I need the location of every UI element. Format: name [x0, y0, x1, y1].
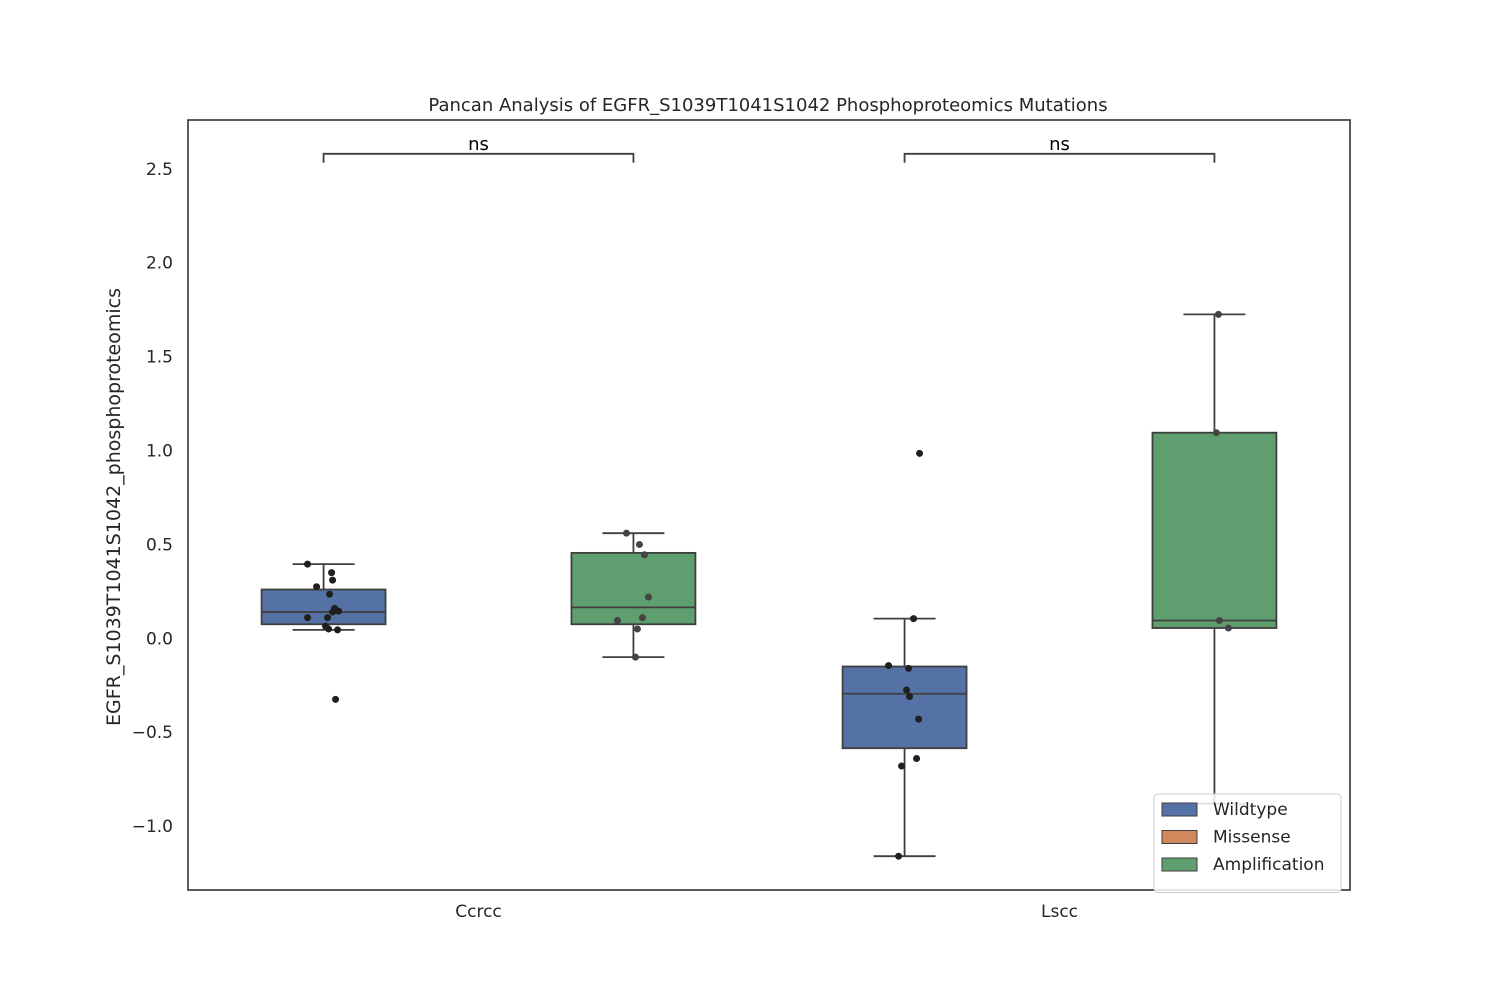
- y-tick-label: −1.0: [132, 817, 173, 837]
- data-point: [913, 755, 921, 763]
- data-point: [885, 662, 893, 670]
- data-point: [1214, 310, 1222, 318]
- data-point: [1224, 624, 1232, 632]
- box-lscc-amplification: [1151, 310, 1278, 805]
- data-point: [325, 625, 333, 633]
- x-axis: Ccrcc Lscc: [455, 902, 1078, 922]
- legend-swatch: [1161, 830, 1198, 844]
- box-iqr: [260, 588, 387, 626]
- significance-label: ns: [468, 134, 489, 155]
- chart-title: Pancan Analysis of EGFR_S1039T1041S1042 …: [428, 95, 1107, 116]
- box-iqr: [570, 551, 697, 626]
- data-point: [640, 551, 648, 559]
- y-tick-label: 2.0: [146, 254, 173, 274]
- bracket-line: [903, 152, 1216, 163]
- plot-area: [260, 310, 1278, 860]
- box-lscc-wildtype: [841, 449, 968, 860]
- legend-label: Wildtype: [1213, 800, 1288, 820]
- data-point: [905, 664, 913, 672]
- data-point: [324, 614, 332, 622]
- data-point: [635, 540, 643, 548]
- box-ccrcc-wildtype: [260, 560, 387, 703]
- data-point: [335, 607, 343, 615]
- data-point: [895, 852, 903, 860]
- data-point: [328, 569, 336, 577]
- y-tick-label: 0.0: [146, 629, 173, 649]
- legend-swatch: [1161, 802, 1198, 817]
- data-point: [622, 529, 630, 537]
- data-point: [304, 560, 312, 568]
- significance-bracket: ns: [903, 134, 1216, 163]
- data-point: [304, 614, 312, 622]
- data-point: [644, 593, 652, 601]
- significance-bracket: ns: [322, 134, 635, 163]
- data-point: [613, 617, 621, 624]
- x-tick-label: Lscc: [1041, 902, 1078, 922]
- y-tick-label: 1.0: [146, 442, 173, 462]
- data-point: [633, 625, 641, 633]
- box-ccrcc-amplification: [570, 529, 697, 661]
- x-tick-label: Ccrcc: [455, 902, 502, 922]
- data-point: [915, 715, 923, 723]
- data-point: [313, 583, 321, 591]
- legend-label: Amplification: [1213, 855, 1324, 875]
- data-point: [332, 695, 340, 703]
- data-point: [898, 762, 906, 770]
- plot-frame: [187, 119, 1351, 891]
- data-point: [326, 590, 334, 598]
- data-point: [329, 576, 337, 584]
- legend-swatch: [1161, 857, 1198, 872]
- data-point: [638, 614, 646, 622]
- legend-frame: [1153, 793, 1342, 893]
- data-point: [334, 626, 342, 634]
- legend-label: Missense: [1213, 828, 1291, 848]
- y-axis: −1.0 −0.5 0.0 0.5 1.0 1.5 2.0 2.5: [132, 160, 173, 837]
- y-tick-label: −0.5: [132, 723, 173, 743]
- box-iqr: [841, 665, 968, 750]
- bracket-line: [322, 152, 635, 163]
- data-point: [1212, 429, 1220, 437]
- box-iqr: [1151, 431, 1278, 629]
- data-point: [910, 615, 918, 623]
- data-point: [906, 693, 914, 701]
- y-tick-label: 2.5: [146, 160, 173, 180]
- y-tick-label: 1.5: [146, 348, 173, 368]
- legend: Wildtype Missense Amplification: [1153, 793, 1342, 893]
- data-point: [631, 653, 639, 661]
- data-point: [1215, 617, 1223, 624]
- significance-label: ns: [1049, 134, 1070, 155]
- y-axis-label: EGFR_S1039T1041S1042_phosphoproteomics: [103, 288, 125, 726]
- data-point: [903, 686, 911, 694]
- y-tick-label: 0.5: [146, 535, 173, 555]
- data-point: [329, 608, 337, 616]
- data-point: [916, 449, 924, 457]
- significance-annotations: ns ns: [322, 134, 1216, 163]
